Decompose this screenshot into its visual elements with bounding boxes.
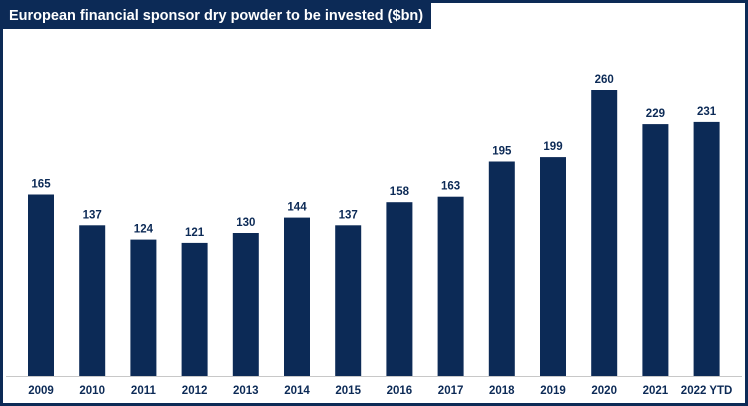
category-label-2022-ytd: 2022 YTD [681, 385, 733, 397]
value-label-2014: 144 [287, 202, 307, 214]
bar-2019 [540, 157, 566, 376]
value-label-2010: 137 [83, 209, 102, 221]
bar-2013 [232, 233, 259, 376]
value-label-2011: 124 [134, 224, 154, 236]
bar-2015 [335, 225, 362, 376]
value-label-2019: 199 [543, 141, 562, 153]
category-label-2011: 2011 [131, 385, 157, 397]
category-label-2016: 2016 [387, 385, 413, 397]
value-label-2016: 158 [390, 186, 410, 198]
category-label-2014: 2014 [284, 385, 310, 397]
bar-2017 [437, 196, 464, 376]
bar-2011 [130, 239, 157, 376]
value-label-2017: 163 [441, 181, 460, 193]
category-label-2010: 2010 [79, 385, 105, 397]
bar-2016 [386, 202, 413, 376]
bar-2021 [642, 124, 669, 376]
value-label-2012: 121 [185, 227, 205, 239]
value-label-2022-ytd: 231 [697, 106, 717, 118]
chart-title: European financial sponsor dry powder to… [3, 3, 432, 29]
bar-2010 [79, 225, 106, 376]
value-labels-group: 165 137 124 121 130 144 137 158 163 195 199 260 229 2… [31, 74, 716, 239]
category-label-2019: 2019 [540, 385, 566, 397]
category-label-2013: 2013 [233, 385, 259, 397]
category-labels-group: 2009 2010 2011 2012 2013 2014 2015 2016 2017 2018… [28, 385, 732, 397]
bar-2018 [488, 161, 515, 376]
category-label-2021: 2021 [643, 385, 669, 397]
value-label-2020: 260 [595, 74, 614, 86]
bar-2014 [284, 217, 310, 376]
value-label-2009: 165 [31, 179, 51, 191]
bar-2022-ytd [693, 121, 720, 377]
value-label-2013: 130 [236, 217, 255, 229]
category-label-2012: 2012 [182, 385, 208, 397]
category-label-2009: 2009 [28, 385, 54, 397]
category-label-2017: 2017 [438, 385, 464, 397]
value-label-2015: 137 [339, 209, 358, 221]
value-label-2018: 195 [492, 146, 512, 158]
bar-2009 [28, 194, 54, 376]
bar-2020 [591, 90, 618, 376]
category-label-2018: 2018 [489, 385, 515, 397]
bar-2012 [181, 242, 208, 376]
category-label-2015: 2015 [335, 385, 361, 397]
category-label-2020: 2020 [591, 385, 617, 397]
bars-group [28, 90, 720, 377]
value-label-2021: 229 [646, 108, 665, 120]
